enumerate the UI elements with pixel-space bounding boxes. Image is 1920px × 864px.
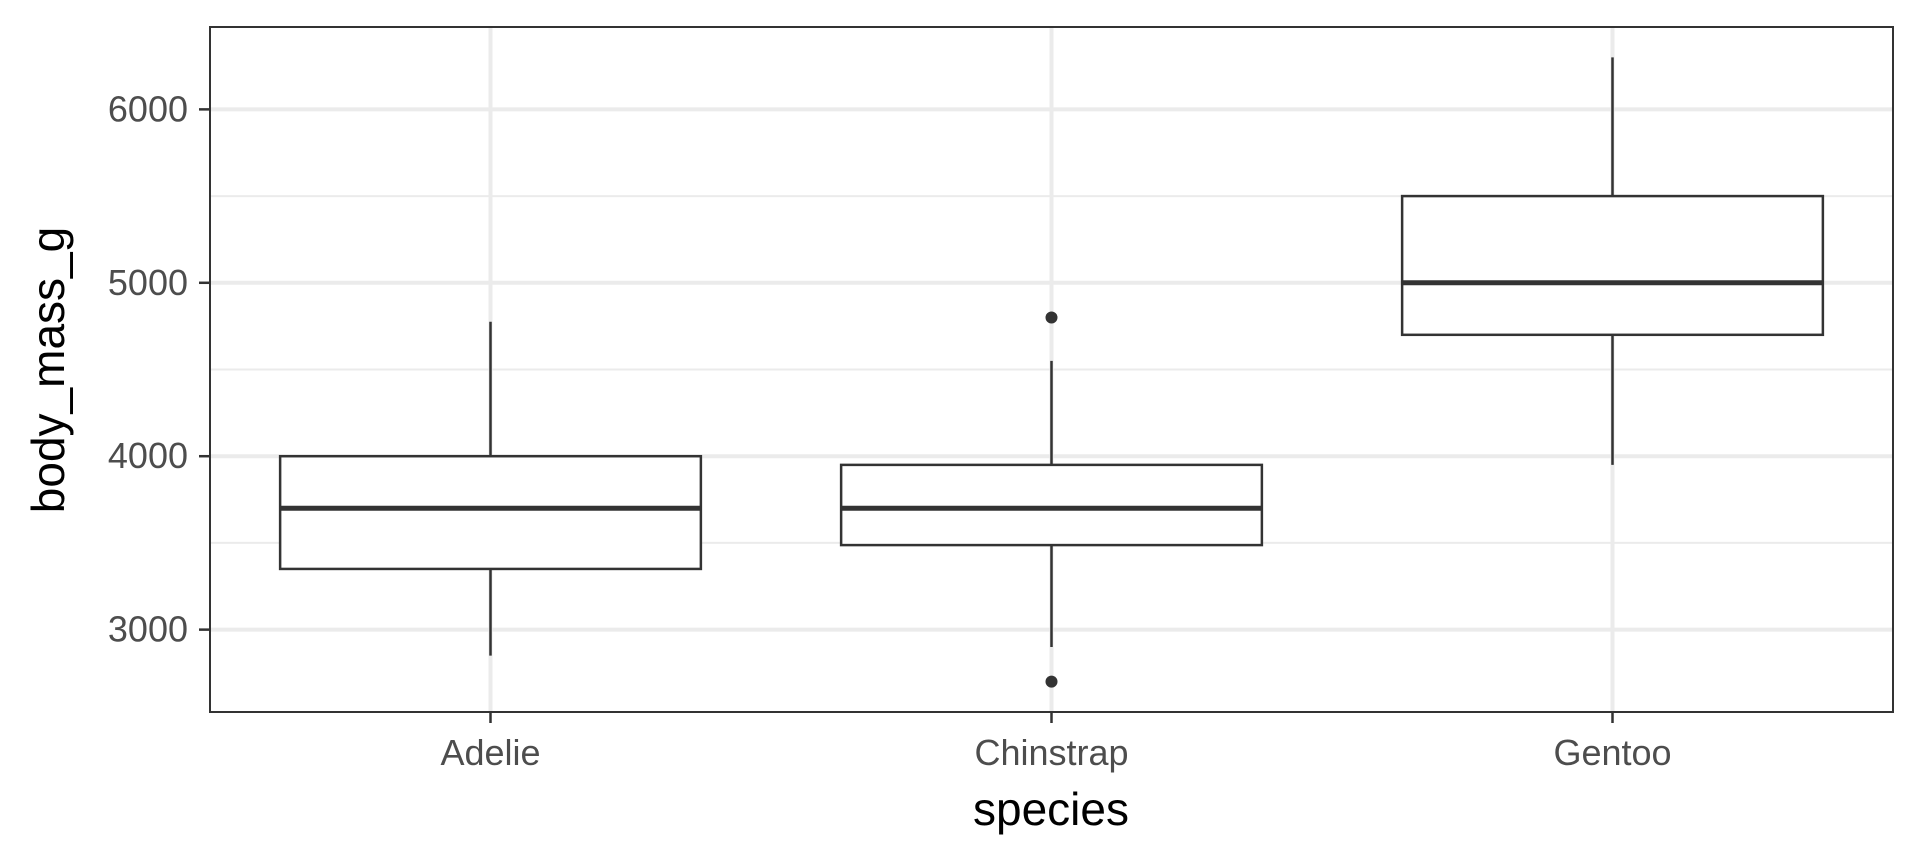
box-body bbox=[278, 454, 703, 571]
y-tick-label: 5000 bbox=[108, 262, 188, 303]
box-body bbox=[839, 463, 1264, 547]
y-axis-title: body_mass_g bbox=[22, 227, 74, 513]
x-tick-label: Gentoo bbox=[1553, 732, 1671, 773]
outlier-point bbox=[1045, 675, 1058, 688]
x-tick-label: Chinstrap bbox=[974, 732, 1128, 773]
box-adelie bbox=[278, 321, 703, 656]
x-axis: Adelie Chinstrap Gentoo bbox=[440, 712, 1672, 773]
y-axis: 3000 4000 5000 6000 bbox=[108, 88, 210, 650]
y-tick-label: 3000 bbox=[108, 609, 188, 650]
box-gentoo bbox=[1400, 57, 1825, 465]
y-tick-label: 6000 bbox=[108, 88, 188, 129]
box-body bbox=[1400, 194, 1825, 337]
x-axis-title: species bbox=[973, 783, 1129, 835]
boxes bbox=[278, 57, 1825, 688]
outlier-point bbox=[1045, 311, 1058, 324]
y-tick-label: 4000 bbox=[108, 435, 188, 476]
x-tick-label: Adelie bbox=[440, 732, 540, 773]
box-chinstrap bbox=[839, 311, 1264, 688]
